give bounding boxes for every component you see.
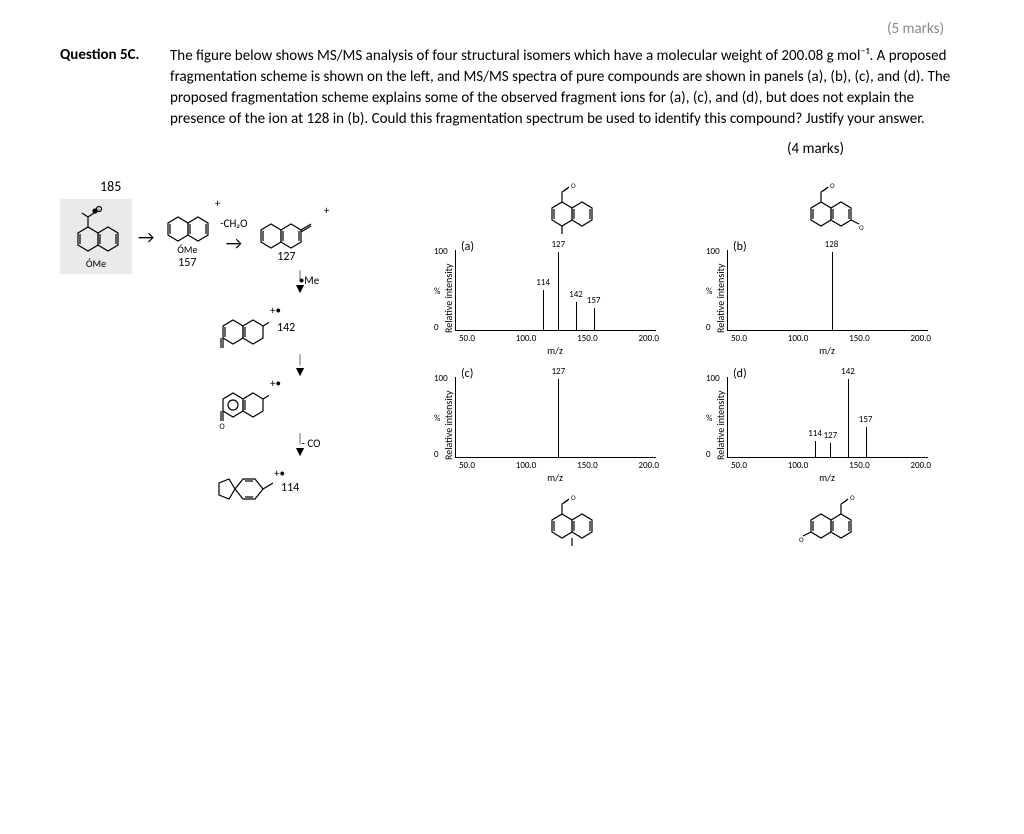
mass-114-label: 114 [281, 481, 299, 495]
fragmentation-scheme: 185 − [60, 178, 440, 546]
peak-157 [594, 308, 595, 330]
mass-142-label: 142 [277, 321, 295, 335]
naphthalenone-icon: O [215, 306, 269, 350]
svg-text:−: − [98, 205, 101, 213]
peak-label-114: 114 [536, 277, 550, 288]
cation-plus-icon: + [324, 204, 329, 217]
y-axis-label: Relative intensity [712, 367, 727, 484]
svg-text:O: O [219, 422, 225, 429]
svg-text:O: O [850, 493, 855, 502]
radical-cation-icon: +• [270, 377, 281, 390]
svg-text:O: O [799, 535, 804, 544]
peak-label-127: 127 [552, 239, 566, 250]
peak-label-128: 128 [825, 239, 839, 250]
peak-label-114: 114 [808, 428, 822, 439]
loss-ch2o-label: -CH₂O [220, 217, 247, 230]
scheme-arrow-2: → [226, 232, 242, 254]
naphthalenone-ring-icon: O [215, 379, 269, 429]
question-block: Question 5C. The figure below shows MS/M… [60, 46, 964, 130]
x-ticks: 50.0 100.0 150.0 200.0 [455, 460, 659, 471]
x-axis-label: m/z [727, 344, 927, 357]
x-ticks: 50.0 100.0 150.0 200.0 [727, 460, 931, 471]
structure-185-box: − ÓMe [60, 199, 132, 274]
x-axis-label: m/z [727, 471, 927, 484]
svg-text:O: O [219, 349, 225, 350]
peak-114 [543, 290, 544, 330]
spectrum-a: Relative intensity (a) 100 % 0 114127142… [440, 240, 692, 357]
svg-text:O: O [571, 493, 576, 502]
cation-plus-icon: + [215, 197, 220, 210]
x-ticks: 50.0 100.0 150.0 200.0 [727, 333, 931, 344]
isomer-c-structure-icon: O O [540, 490, 600, 546]
spectrum-d: Relative intensity (d) 100 % 0 114127142… [712, 367, 964, 484]
svg-text:O: O [859, 223, 864, 232]
naphthalene-ome-icon [160, 203, 214, 243]
naphthalene-cho-ome-icon: − [66, 203, 126, 257]
structure-157-sub: ÓMe [160, 243, 214, 256]
question-marks: (4 marks) [60, 140, 844, 158]
peak-label-142: 142 [569, 289, 583, 300]
peak-127 [558, 252, 559, 330]
y-axis-label: Relative intensity [440, 240, 455, 357]
peak-142 [576, 302, 577, 330]
isomer-b-structure-icon: O O [799, 178, 865, 234]
scheme-arrow-1: → [138, 226, 154, 248]
naphthalene-ch2-icon [253, 210, 319, 250]
x-ticks: 50.0 100.0 150.0 200.0 [455, 333, 659, 344]
y-axis-label: Relative intensity [712, 240, 727, 357]
mass-185-label: 185 [100, 178, 440, 195]
svg-text:O: O [571, 181, 576, 190]
structure-157-box: + ÓMe 157 [160, 203, 214, 270]
svg-text:O: O [559, 233, 564, 234]
y-axis-label: Relative intensity [440, 367, 455, 484]
peak-157 [866, 427, 867, 457]
spectrum-c: Relative intensity (c) 100 % 0 127 50.0 … [440, 367, 692, 484]
indene-icon [215, 469, 273, 507]
peak-127 [558, 379, 559, 457]
structure-185-sub: ÓMe [66, 257, 126, 270]
peak-128 [832, 252, 833, 330]
plot-b: 100 % 0 128 [727, 250, 928, 331]
peak-label-142: 142 [841, 366, 855, 377]
x-axis-label: m/z [455, 471, 655, 484]
structure-127-box: + 127 [253, 210, 319, 264]
radical-cation-icon: +• [274, 467, 285, 480]
x-axis-label: m/z [455, 344, 655, 357]
peak-label-127: 127 [552, 366, 566, 377]
figure-area: 185 − [60, 178, 964, 546]
peak-label-157: 157 [859, 414, 873, 425]
isomer-d-structure-icon: O O [799, 490, 865, 546]
svg-text:O: O [830, 181, 835, 190]
question-label: Question 5C. [60, 46, 170, 130]
isomer-a-structure-icon: O O [540, 178, 600, 234]
spectra-panels: O O O O [440, 178, 964, 546]
peak-114 [815, 441, 816, 457]
peak-127 [830, 443, 831, 457]
peak-label-127: 127 [824, 430, 838, 441]
plot-c: 100 % 0 127 [455, 377, 656, 458]
svg-text:O: O [569, 545, 574, 546]
question-text: The figure below shows MS/MS analysis of… [170, 46, 964, 130]
prev-marks: (5 marks) [60, 20, 944, 38]
peak-142 [848, 379, 849, 457]
radical-cation-icon: +• [270, 304, 281, 317]
mass-127-label: 127 [253, 250, 319, 264]
mass-157-label: 157 [160, 256, 214, 270]
plot-d: 100 % 0 114127142157 [727, 377, 928, 458]
plot-a: 100 % 0 114127142157 [455, 250, 656, 331]
peak-label-157: 157 [587, 295, 601, 306]
spectrum-b: Relative intensity (b) 100 % 0 128 50.0 … [712, 240, 964, 357]
